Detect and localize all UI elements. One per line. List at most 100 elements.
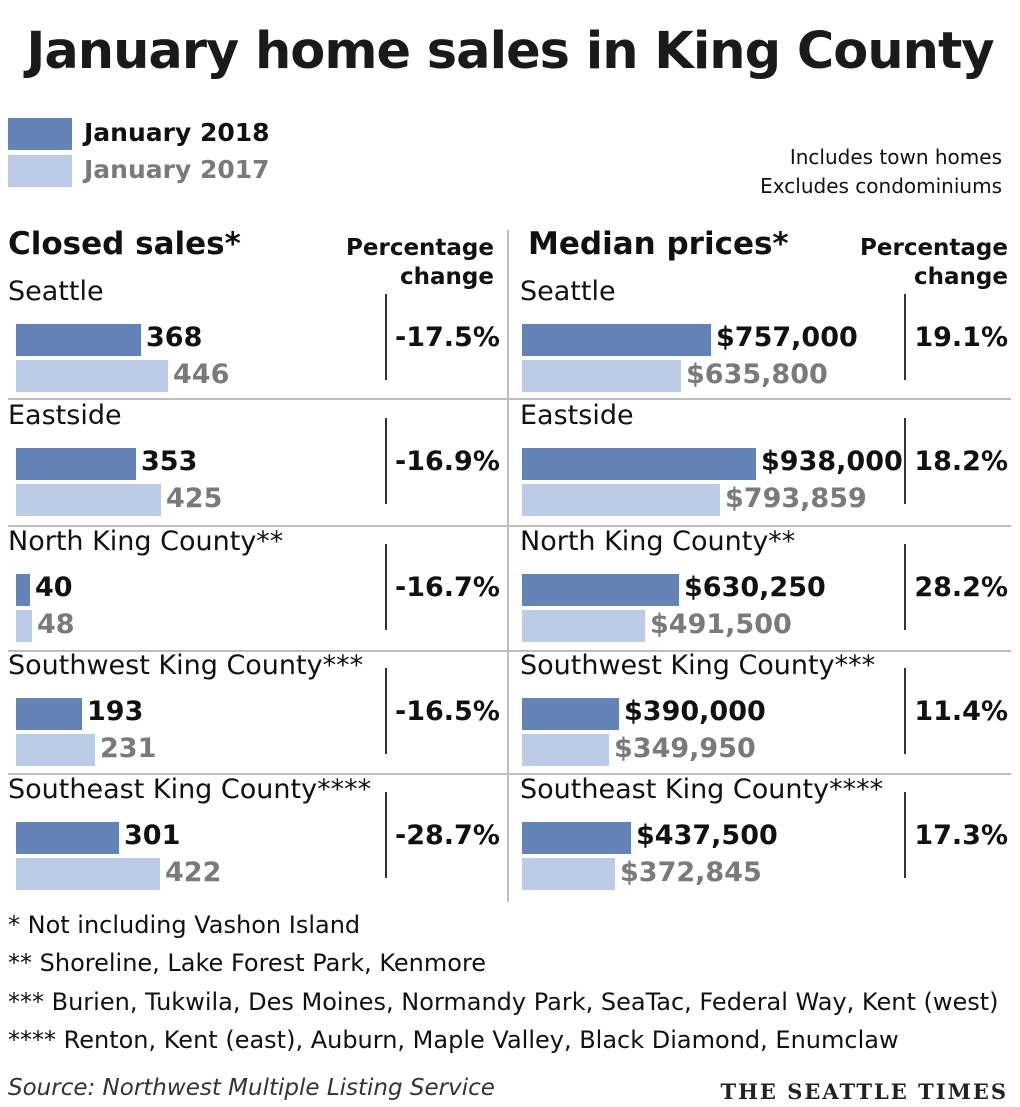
sales-pct-change: -16.9% xyxy=(395,446,495,477)
panel-separator xyxy=(507,230,509,902)
sales-bar-2017 xyxy=(16,610,32,642)
sales-value-2018: 301 xyxy=(124,820,180,851)
prices-pct-change: 28.2% xyxy=(910,572,1008,603)
prices-region-label: North King County** xyxy=(520,526,795,557)
prices-region-label: Southwest King County*** xyxy=(520,650,875,681)
prices-region-label: Southeast King County**** xyxy=(520,774,883,805)
prices-value-2017: $793,859 xyxy=(725,483,867,514)
legend-label-2017: January 2017 xyxy=(84,155,270,184)
prices-region-label: Seattle xyxy=(520,276,616,307)
sales-row-divider xyxy=(8,650,507,652)
sales-region-label: Seattle xyxy=(8,276,104,307)
sales-value-2017: 425 xyxy=(166,483,222,514)
prices-pct-change: 18.2% xyxy=(910,446,1008,477)
prices-value-2018: $757,000 xyxy=(716,322,858,353)
prices-value-2018: $390,000 xyxy=(624,696,766,727)
sales-pct-change: -28.7% xyxy=(395,820,495,851)
prices-pct-change: 19.1% xyxy=(910,322,1008,353)
sales-region-label: North King County** xyxy=(8,526,283,557)
prices-pct-rule xyxy=(904,668,906,754)
legend-label-2018: January 2018 xyxy=(84,118,270,147)
sales-row-divider xyxy=(8,773,507,775)
closed-sales-title: Closed sales* xyxy=(8,226,241,262)
footnote-3: *** Burien, Tukwila, Des Moines, Normand… xyxy=(8,988,999,1016)
sales-bar-2017 xyxy=(16,484,161,516)
footnote-4: **** Renton, Kent (east), Auburn, Maple … xyxy=(8,1026,899,1054)
prices-value-2017: $349,950 xyxy=(614,733,756,764)
sales-bar-2018 xyxy=(16,448,136,480)
prices-region-label: Eastside xyxy=(520,400,634,431)
sales-pct-rule xyxy=(385,792,387,878)
pct-header-line2: change xyxy=(840,263,1008,292)
sales-value-2017: 48 xyxy=(37,609,75,640)
prices-bar-2018 xyxy=(522,324,711,356)
prices-bar-2017 xyxy=(522,610,645,642)
sales-value-2018: 40 xyxy=(35,572,73,603)
note-condominiums: Excludes condominiums xyxy=(760,174,1002,198)
closed-sales-pct-header: Percentage change xyxy=(330,234,494,292)
sales-pct-rule xyxy=(385,418,387,504)
sales-bar-2017 xyxy=(16,360,168,392)
sales-pct-rule xyxy=(385,668,387,754)
sales-pct-rule xyxy=(385,544,387,630)
prices-value-2017: $635,800 xyxy=(686,359,828,390)
prices-value-2018: $630,250 xyxy=(684,572,826,603)
sales-value-2018: 368 xyxy=(146,322,202,353)
sales-value-2017: 231 xyxy=(100,733,156,764)
sales-value-2017: 446 xyxy=(173,359,229,390)
footnote-2: ** Shoreline, Lake Forest Park, Kenmore xyxy=(8,949,486,977)
prices-pct-change: 17.3% xyxy=(910,820,1008,851)
prices-bar-2018 xyxy=(522,448,756,480)
sales-value-2018: 193 xyxy=(87,696,143,727)
sales-pct-change: -16.5% xyxy=(395,696,495,727)
pct-header-line2: change xyxy=(330,263,494,292)
prices-bar-2017 xyxy=(522,484,720,516)
sales-value-2017: 422 xyxy=(165,857,221,888)
median-prices-title: Median prices* xyxy=(528,226,789,262)
prices-pct-rule xyxy=(904,544,906,630)
prices-bar-2017 xyxy=(522,360,681,392)
pct-header-line1: Percentage xyxy=(330,234,494,263)
prices-bar-2018 xyxy=(522,698,619,730)
prices-value-2017: $372,845 xyxy=(620,857,762,888)
sales-bar-2018 xyxy=(16,574,30,606)
publisher-logo: THE SEATTLE TIMES xyxy=(720,1079,1008,1104)
prices-row-divider xyxy=(509,650,1011,652)
median-prices-pct-header: Percentage change xyxy=(840,234,1008,292)
sales-bar-2018 xyxy=(16,822,119,854)
pct-header-line1: Percentage xyxy=(840,234,1008,263)
sales-bar-2018 xyxy=(16,324,141,356)
prices-row-divider xyxy=(509,773,1011,775)
prices-bar-2017 xyxy=(522,858,615,890)
chart-title: January home sales in King County xyxy=(0,22,1020,81)
prices-pct-rule xyxy=(904,418,906,504)
prices-row-divider xyxy=(509,398,1011,400)
sales-value-2018: 353 xyxy=(141,446,197,477)
prices-value-2017: $491,500 xyxy=(650,609,792,640)
source-note: Source: Northwest Multiple Listing Servi… xyxy=(8,1075,495,1101)
legend-swatch-2017 xyxy=(8,155,72,187)
footnote-1: * Not including Vashon Island xyxy=(8,911,360,939)
prices-pct-change: 11.4% xyxy=(910,696,1008,727)
prices-value-2018: $938,000 xyxy=(761,446,903,477)
sales-pct-rule xyxy=(385,294,387,380)
sales-region-label: Southeast King County**** xyxy=(8,774,371,805)
sales-bar-2017 xyxy=(16,734,95,766)
sales-row-divider xyxy=(8,398,507,400)
sales-pct-change: -16.7% xyxy=(395,572,495,603)
prices-value-2018: $437,500 xyxy=(636,820,778,851)
sales-region-label: Eastside xyxy=(8,400,122,431)
sales-pct-change: -17.5% xyxy=(395,322,495,353)
legend-swatch-2018 xyxy=(8,118,72,150)
sales-region-label: Southwest King County*** xyxy=(8,650,363,681)
prices-bar-2018 xyxy=(522,574,679,606)
sales-bar-2018 xyxy=(16,698,82,730)
prices-pct-rule xyxy=(904,792,906,878)
sales-row-divider xyxy=(8,525,507,527)
prices-bar-2017 xyxy=(522,734,609,766)
note-town-homes: Includes town homes xyxy=(790,145,1002,169)
prices-row-divider xyxy=(509,525,1011,527)
prices-pct-rule xyxy=(904,294,906,380)
prices-bar-2018 xyxy=(522,822,631,854)
sales-bar-2017 xyxy=(16,858,160,890)
